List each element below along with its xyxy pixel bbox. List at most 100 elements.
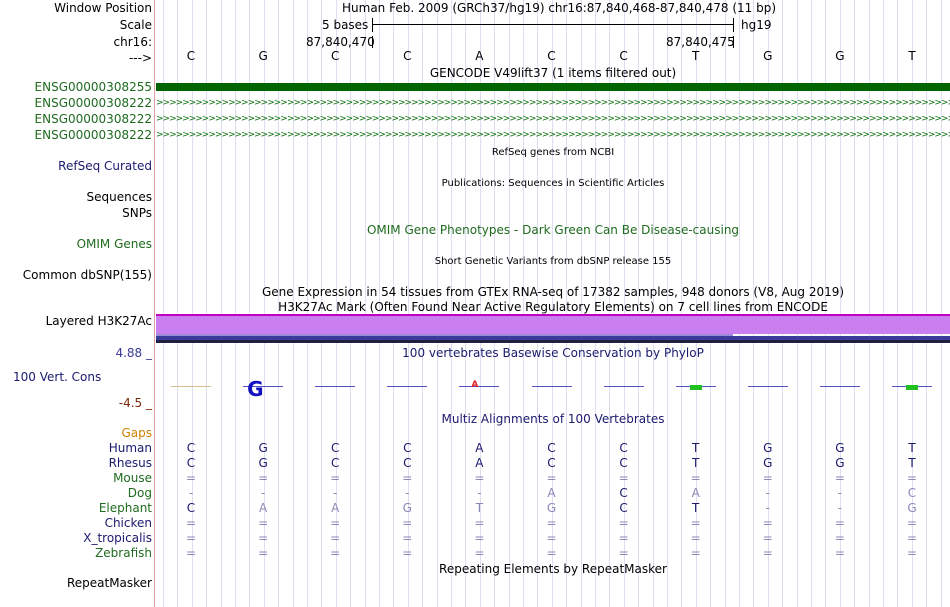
- repeatmasker-label[interactable]: RepeatMasker: [66, 576, 152, 590]
- window-position-label: Window Position: [54, 1, 152, 15]
- h3k27ac-title[interactable]: H3K27Ac Mark (Often Found Near Active Re…: [278, 300, 828, 314]
- refseq-label[interactable]: RefSeq Curated: [58, 159, 152, 173]
- species-label-rhesus[interactable]: Rhesus: [108, 456, 152, 470]
- alignment-base: =: [906, 531, 918, 545]
- alignment-base: =: [762, 531, 773, 545]
- grid-line: [177, 0, 179, 607]
- alignment-base: G: [546, 501, 557, 515]
- dbsnp-title[interactable]: Short Genetic Variants from dbSNP releas…: [434, 256, 672, 267]
- coord-right: 87,840,475: [666, 35, 735, 49]
- sequence-base: A: [475, 49, 484, 63]
- sequence-base: G: [835, 49, 845, 63]
- phylop-bar: [747, 386, 788, 387]
- conservation-label[interactable]: 100 Vert. Cons: [13, 370, 102, 384]
- alignment-base: T: [692, 441, 700, 455]
- alignment-base: =: [546, 471, 557, 485]
- alignment-base: C: [547, 456, 556, 470]
- gaps-label[interactable]: Gaps: [121, 426, 152, 440]
- alignment-base: =: [474, 516, 485, 530]
- alignment-base: T: [692, 456, 700, 470]
- strand-arrow-label[interactable]: --->: [128, 51, 152, 65]
- gencode-title[interactable]: GENCODE V49lift37 (1 items filtered out): [429, 66, 677, 80]
- alignment-base: =: [402, 546, 413, 560]
- grid-line: [508, 0, 510, 607]
- gtex-title[interactable]: Gene Expression in 54 tissues from GTEx …: [261, 285, 845, 299]
- gencode-gene-chevrons-1[interactable]: >>>>>>>>>>>>>>>>>>>>>>>>>>>>>>>>>>>>>>>>…: [156, 99, 950, 107]
- alignment-base: =: [618, 531, 629, 545]
- sequences-label[interactable]: Sequences: [86, 190, 152, 204]
- alignment-base: -: [477, 486, 482, 500]
- snps-label[interactable]: SNPs: [122, 206, 152, 220]
- gencode-gene-chevrons-2[interactable]: >>>>>>>>>>>>>>>>>>>>>>>>>>>>>>>>>>>>>>>>…: [156, 115, 950, 123]
- phylop-logo-g: G: [247, 377, 264, 401]
- alignment-base: T: [692, 501, 700, 515]
- alignment-base: -: [837, 501, 843, 515]
- gencode-item-3[interactable]: ENSG00000308222: [34, 128, 152, 142]
- window-position-value[interactable]: Human Feb. 2009 (GRCh37/hg19) chr16:87,8…: [342, 1, 777, 15]
- grid-line: [364, 0, 366, 607]
- sequence-base: C: [547, 49, 556, 63]
- sequence-base: C: [619, 49, 628, 63]
- grid-line: [249, 0, 251, 607]
- phylop-bar: [171, 386, 211, 387]
- gencode-gene-chevrons-3[interactable]: >>>>>>>>>>>>>>>>>>>>>>>>>>>>>>>>>>>>>>>>…: [156, 131, 950, 139]
- alignment-base: =: [690, 531, 701, 545]
- omim-title[interactable]: OMIM Gene Phenotypes - Dark Green Can Be…: [366, 223, 740, 237]
- grid-line: [667, 0, 668, 607]
- sequence-base: G: [763, 49, 773, 63]
- species-label-x_tropicalis[interactable]: X_tropicalis: [83, 531, 152, 545]
- h3k27ac-signal-fill[interactable]: [156, 316, 950, 334]
- gencode-item-0[interactable]: ENSG00000308255: [34, 80, 152, 94]
- scale-assembly: hg19: [741, 18, 772, 32]
- scale-bar-left-tick: [372, 18, 373, 32]
- omim-label[interactable]: OMIM Genes: [76, 237, 152, 251]
- gencode-item-1[interactable]: ENSG00000308222: [34, 96, 152, 110]
- conservation-title[interactable]: 100 vertebrates Basewise Conservation by…: [402, 346, 704, 360]
- multiz-title[interactable]: Multiz Alignments of 100 Vertebrates: [441, 412, 665, 426]
- conservation-max: 4.88 _: [115, 346, 152, 360]
- gencode-gene-bar-0[interactable]: [156, 83, 950, 91]
- grid-line: [883, 0, 884, 607]
- species-label-human[interactable]: Human: [108, 441, 152, 455]
- dbsnp-label[interactable]: Common dbSNP(155): [22, 268, 152, 282]
- alignment-base: G: [907, 501, 917, 515]
- alignment-base: T: [475, 501, 484, 515]
- grid-line: [537, 0, 539, 607]
- gencode-item-2[interactable]: ENSG00000308222: [34, 112, 152, 126]
- label-column-divider: [154, 0, 155, 607]
- grid-line: [407, 0, 409, 607]
- grid-line: [710, 0, 712, 607]
- species-label-zebrafish[interactable]: Zebrafish: [95, 546, 152, 560]
- conservation-min: -4.5 _: [118, 396, 152, 410]
- grid-line: [321, 0, 323, 607]
- species-label-dog[interactable]: Dog: [127, 486, 152, 500]
- grid-line: [551, 0, 553, 607]
- species-label-elephant[interactable]: Elephant: [98, 501, 152, 515]
- alignment-base: =: [258, 546, 269, 560]
- species-label-mouse[interactable]: Mouse: [113, 471, 152, 485]
- h3k27ac-label[interactable]: Layered H3K27Ac: [45, 314, 152, 328]
- alignment-base: C: [186, 456, 196, 470]
- grid-line: [436, 0, 438, 607]
- repeatmasker-title[interactable]: Repeating Elements by RepeatMasker: [439, 562, 667, 576]
- grid-line: [911, 0, 913, 607]
- alignment-base: =: [546, 531, 557, 545]
- alignment-base: =: [834, 471, 845, 485]
- coord-right-tick: [733, 36, 734, 48]
- refseq-title[interactable]: RefSeq genes from NCBI: [491, 147, 615, 158]
- grid-line: [839, 0, 841, 607]
- alignment-base: =: [402, 471, 413, 485]
- alignment-base: G: [835, 441, 845, 455]
- phylop-bar: [819, 386, 860, 387]
- alignment-base: A: [475, 456, 484, 470]
- phylop-logo-block: [689, 385, 702, 390]
- alignment-base: A: [547, 486, 556, 500]
- phylop-bar: [315, 386, 356, 387]
- grid-line: [278, 0, 280, 607]
- publications-title[interactable]: Publications: Sequences in Scientific Ar…: [441, 178, 665, 189]
- alignment-base: C: [547, 441, 556, 455]
- grid-line: [825, 0, 827, 607]
- scale-bases: 5 bases: [322, 18, 369, 32]
- grid-line: [897, 0, 899, 607]
- species-label-chicken[interactable]: Chicken: [104, 516, 152, 530]
